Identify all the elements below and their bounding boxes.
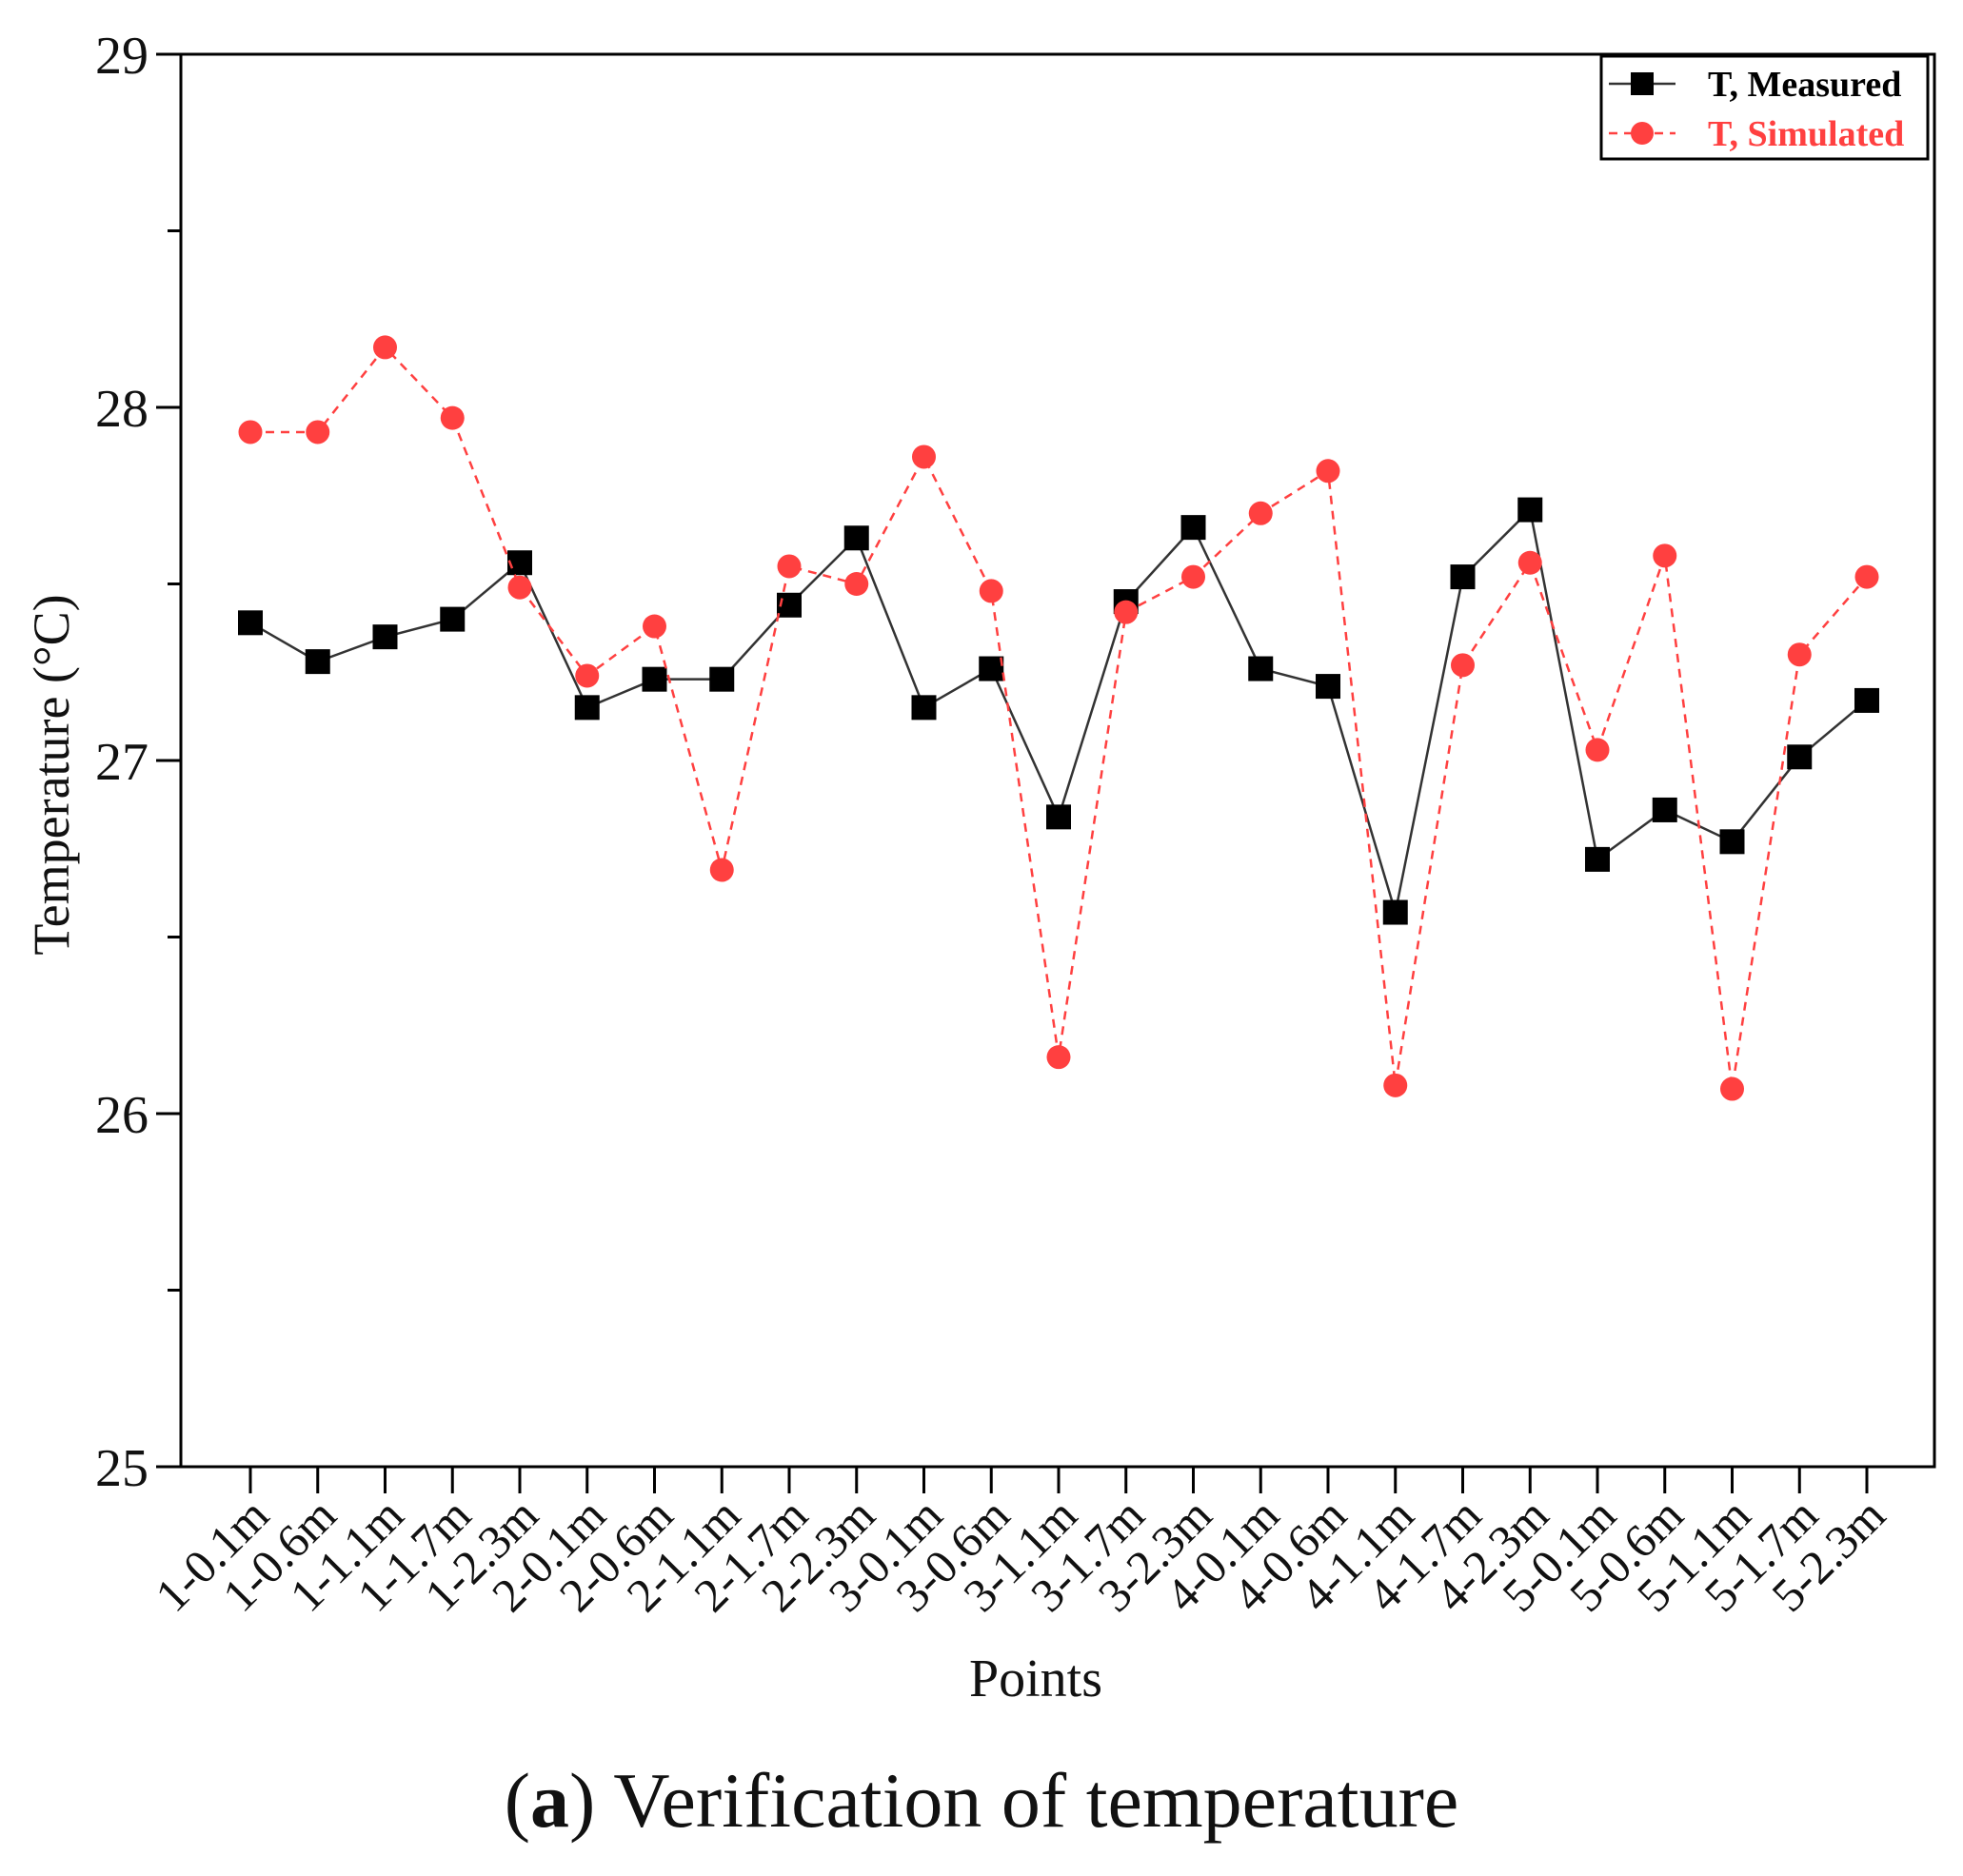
simulated-point: [1114, 600, 1139, 624]
simulated-point: [1383, 1073, 1408, 1097]
measured-point: [1787, 744, 1813, 770]
measured-point: [1316, 674, 1340, 700]
measured-point: [1652, 797, 1677, 822]
measured-point: [1248, 656, 1274, 681]
y-tick-label: 26: [95, 1086, 149, 1145]
legend-label: T, Measured: [1708, 65, 1901, 105]
measured-point: [642, 666, 667, 692]
simulated-point: [1787, 642, 1812, 667]
legend-marker-square: [1631, 72, 1654, 95]
caption-text: Verification of temperature: [595, 1757, 1459, 1844]
simulated-point: [1517, 550, 1542, 575]
simulated-point: [440, 405, 465, 430]
simulated-point: [1248, 501, 1273, 525]
measured-point: [507, 550, 532, 576]
simulated-point: [373, 335, 397, 360]
measured-point: [843, 525, 869, 551]
simulated-point: [1720, 1076, 1744, 1101]
measured-point: [709, 666, 735, 692]
caption-label: a: [530, 1757, 570, 1844]
measured-point: [1719, 829, 1745, 855]
simulated-point: [306, 420, 330, 444]
y-tick-label: 28: [95, 380, 149, 439]
measured-point: [305, 649, 330, 675]
y-tick-label: 29: [95, 27, 149, 86]
simulated-point: [507, 575, 532, 600]
figure-caption: (a) Verification of temperature: [504, 1757, 1459, 1844]
measured-point: [1046, 804, 1071, 830]
measured-point: [1382, 899, 1408, 925]
y-axis-title: Temperature (°C): [23, 594, 80, 955]
measured-point: [440, 606, 466, 632]
legend-box: [1599, 54, 1930, 161]
measured-point: [1517, 497, 1543, 523]
measured-point: [574, 695, 600, 721]
simulated-point: [575, 663, 600, 688]
y-tick-label: 25: [95, 1439, 149, 1498]
x-axis-title: Points: [969, 1649, 1102, 1708]
simulated-point: [912, 444, 936, 469]
measured-point: [238, 610, 263, 636]
simulated-point: [844, 572, 869, 596]
simulated-point: [979, 579, 1003, 603]
simulated-point: [1316, 459, 1340, 484]
simulated-point: [777, 554, 802, 579]
measured-point: [1450, 564, 1476, 590]
measured-point: [911, 695, 937, 721]
plot-frame: [179, 52, 1936, 1469]
legend-label: T, Simulated: [1708, 114, 1904, 154]
measured-point: [372, 624, 398, 650]
simulated-point: [709, 858, 734, 882]
series-line-simulated: [250, 346, 1868, 1090]
simulated-point: [1653, 543, 1677, 568]
simulated-point: [1854, 564, 1879, 589]
y-tick-label: 27: [95, 733, 149, 792]
simulated-point: [238, 420, 263, 444]
legend-marker-circle: [1631, 122, 1654, 145]
measured-point: [979, 656, 1004, 681]
simulated-point: [1585, 738, 1610, 762]
simulated-point: [1046, 1045, 1071, 1070]
series-line-measured: [249, 507, 1868, 913]
simulated-point: [643, 614, 666, 639]
measured-point: [1585, 846, 1610, 872]
measured-point: [1180, 515, 1206, 541]
simulated-point: [1181, 564, 1205, 589]
measured-point: [1854, 687, 1879, 713]
simulated-point: [1451, 653, 1475, 678]
